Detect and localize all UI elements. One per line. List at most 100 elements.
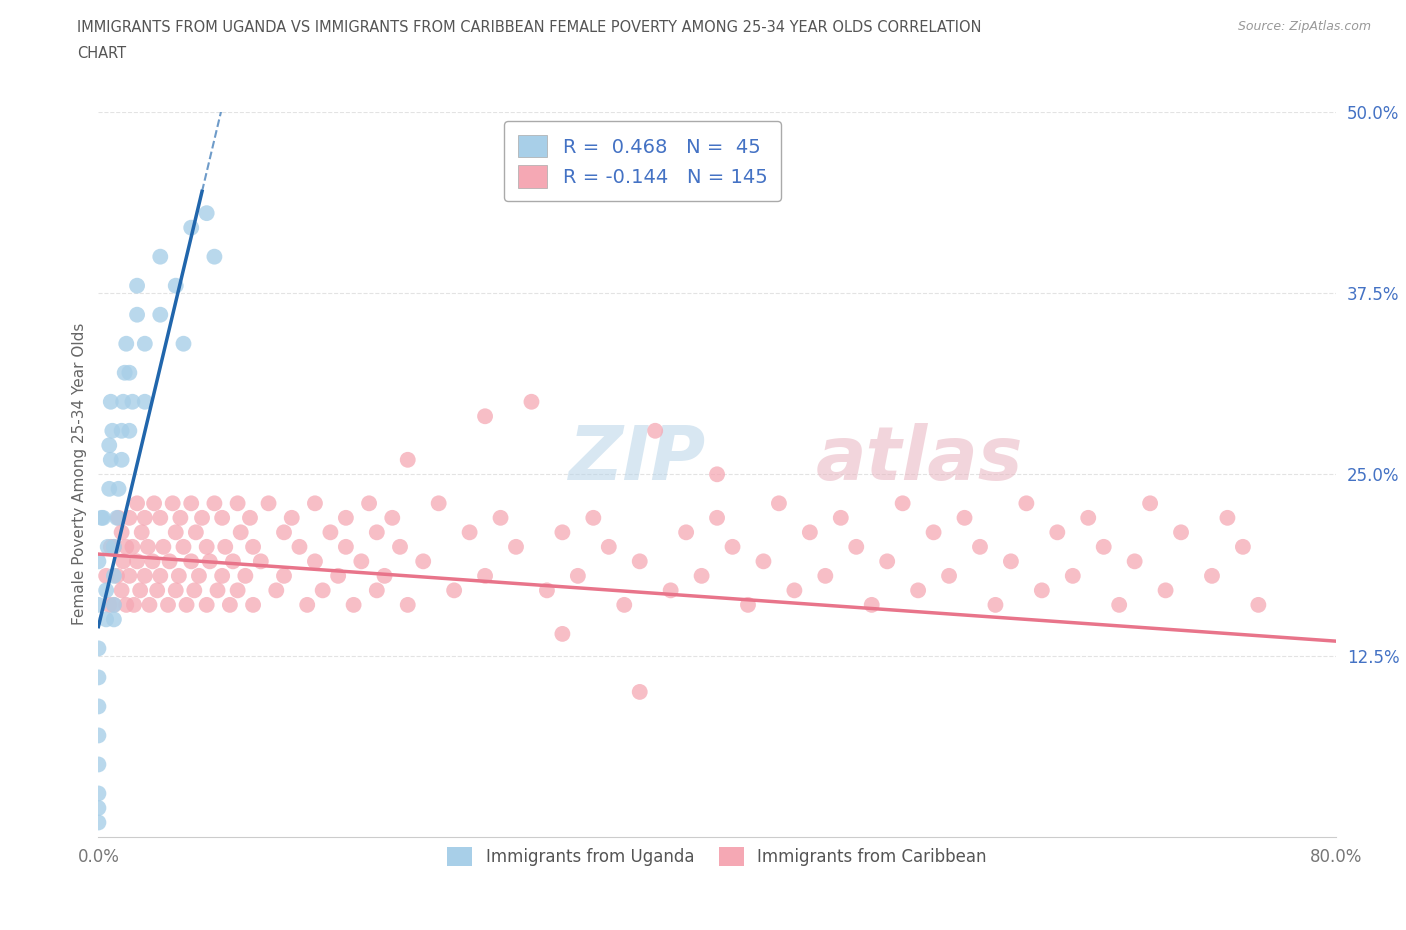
Point [598, 539, 620, 554]
Point [207, 583, 229, 598]
Point [180, 554, 202, 569]
Point [91, 511, 114, 525]
Point [134, 511, 156, 525]
Point [366, 583, 388, 598]
Point [134, 337, 156, 352]
Point [922, 525, 945, 539]
Point [520, 394, 543, 409]
Point [118, 568, 141, 583]
Point [87, 641, 110, 656]
Point [107, 482, 129, 497]
Text: Source: ZipAtlas.com: Source: ZipAtlas.com [1237, 20, 1371, 33]
Point [250, 554, 273, 569]
Point [118, 365, 141, 380]
Point [474, 568, 496, 583]
Point [312, 583, 335, 598]
Point [121, 394, 143, 409]
Point [180, 496, 202, 511]
Point [582, 511, 605, 525]
Point [146, 583, 169, 598]
Point [1216, 511, 1239, 525]
Point [783, 583, 806, 598]
Point [304, 496, 326, 511]
Point [100, 452, 122, 467]
Point [96, 583, 118, 598]
Point [737, 597, 759, 612]
Point [1108, 597, 1130, 612]
Legend: Immigrants from Uganda, Immigrants from Caribbean: Immigrants from Uganda, Immigrants from … [434, 833, 1000, 880]
Point [366, 525, 388, 539]
Point [860, 597, 883, 612]
Point [87, 554, 110, 569]
Point [891, 496, 914, 511]
Point [644, 423, 666, 438]
Point [1247, 597, 1270, 612]
Point [87, 597, 110, 612]
Point [721, 539, 744, 554]
Point [551, 627, 574, 642]
Point [273, 568, 295, 583]
Point [103, 612, 125, 627]
Point [907, 583, 929, 598]
Point [830, 511, 852, 525]
Point [100, 394, 122, 409]
Point [87, 728, 110, 743]
Point [222, 554, 245, 569]
Point [281, 511, 304, 525]
Point [152, 539, 174, 554]
Point [90, 511, 112, 525]
Point [98, 482, 121, 497]
Point [111, 525, 132, 539]
Point [96, 568, 118, 583]
Text: CHART: CHART [77, 46, 127, 61]
Point [536, 583, 558, 598]
Point [335, 511, 357, 525]
Point [183, 583, 205, 598]
Point [233, 568, 257, 583]
Point [127, 278, 149, 293]
Point [169, 511, 191, 525]
Point [134, 394, 156, 409]
Point [1077, 511, 1099, 525]
Point [319, 525, 342, 539]
Point [122, 597, 145, 612]
Point [149, 511, 172, 525]
Point [1031, 583, 1053, 598]
Point [799, 525, 821, 539]
Point [551, 525, 574, 539]
Point [103, 597, 125, 612]
Point [129, 583, 152, 598]
Point [706, 511, 728, 525]
Point [304, 554, 326, 569]
Point [165, 583, 187, 598]
Point [103, 597, 125, 612]
Point [157, 597, 180, 612]
Point [969, 539, 991, 554]
Y-axis label: Female Poverty Among 25-34 Year Olds: Female Poverty Among 25-34 Year Olds [72, 323, 87, 626]
Point [87, 757, 110, 772]
Point [938, 568, 960, 583]
Point [127, 307, 149, 322]
Point [814, 568, 837, 583]
Point [427, 496, 450, 511]
Point [229, 525, 252, 539]
Point [226, 496, 249, 511]
Point [1092, 539, 1115, 554]
Point [105, 568, 128, 583]
Point [172, 337, 194, 352]
Point [191, 511, 214, 525]
Point [845, 539, 868, 554]
Point [107, 511, 129, 525]
Point [659, 583, 682, 598]
Point [953, 511, 976, 525]
Point [131, 525, 153, 539]
Point [103, 539, 125, 554]
Point [613, 597, 636, 612]
Point [149, 307, 172, 322]
Point [87, 801, 110, 816]
Point [96, 612, 118, 627]
Point [211, 511, 233, 525]
Point [149, 568, 172, 583]
Point [326, 568, 350, 583]
Point [1154, 583, 1177, 598]
